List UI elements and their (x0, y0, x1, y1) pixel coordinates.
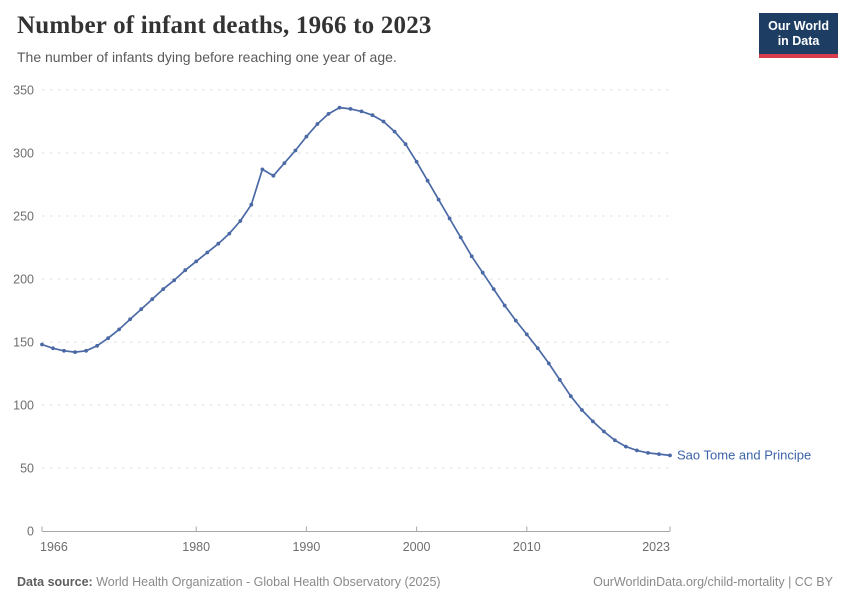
data-point[interactable] (40, 342, 44, 347)
data-source-label: Data source: (17, 575, 93, 589)
data-point[interactable] (150, 297, 155, 302)
y-tick-label: 300 (13, 147, 34, 161)
data-point[interactable] (260, 167, 265, 172)
data-point[interactable] (161, 287, 166, 291)
data-point[interactable] (668, 453, 672, 458)
data-point[interactable] (315, 122, 320, 126)
data-point[interactable] (194, 259, 199, 264)
data-point[interactable] (183, 268, 188, 273)
data-source-text: World Health Organization - Global Healt… (92, 575, 441, 589)
data-point[interactable] (172, 278, 177, 283)
data-point[interactable] (591, 419, 595, 424)
y-tick-label: 350 (13, 84, 34, 98)
x-tick-label: 1990 (292, 540, 320, 554)
data-point[interactable] (602, 429, 606, 434)
data-point[interactable] (139, 307, 144, 312)
data-point[interactable] (447, 216, 452, 221)
data-point[interactable] (403, 142, 408, 147)
x-tick-label: 2023 (642, 540, 670, 554)
data-point[interactable] (359, 109, 364, 114)
data-point[interactable] (293, 148, 298, 153)
data-source: Data source: World Health Organization -… (17, 575, 441, 589)
data-point[interactable] (84, 348, 88, 353)
data-point[interactable] (502, 303, 507, 308)
logo-line1: Our World (768, 19, 829, 33)
data-point[interactable] (613, 438, 617, 443)
data-point[interactable] (524, 332, 529, 337)
data-point[interactable] (425, 178, 430, 183)
chart-subtitle: The number of infants dying before reach… (17, 48, 397, 65)
data-point[interactable] (513, 318, 518, 323)
data-point[interactable] (646, 451, 650, 455)
data-point[interactable] (249, 202, 254, 207)
data-point[interactable] (51, 346, 55, 351)
data-point[interactable] (216, 241, 221, 246)
y-tick-label: 50 (20, 462, 34, 476)
data-point[interactable] (282, 161, 287, 166)
data-point[interactable] (238, 219, 243, 223)
data-point[interactable] (557, 377, 562, 382)
chart-title: Number of infant deaths, 1966 to 2023 (17, 12, 432, 39)
data-point[interactable] (469, 254, 474, 259)
data-point[interactable] (271, 173, 276, 178)
data-point[interactable] (326, 112, 331, 116)
y-tick-label: 250 (13, 210, 34, 224)
data-point[interactable] (381, 119, 386, 124)
data-point[interactable] (62, 348, 66, 353)
series-label[interactable]: Sao Tome and Principe (677, 447, 811, 462)
x-tick-label: 2010 (513, 540, 541, 554)
data-point[interactable] (73, 350, 77, 354)
data-point[interactable] (491, 287, 496, 291)
data-point[interactable] (624, 444, 628, 449)
data-point[interactable] (370, 113, 375, 118)
data-point[interactable] (436, 197, 441, 202)
chart-footer: Data source: World Health Organization -… (17, 575, 833, 589)
data-point[interactable] (304, 134, 309, 139)
data-point[interactable] (205, 250, 210, 255)
y-tick-label: 0 (27, 525, 34, 539)
y-tick-label: 100 (13, 399, 34, 413)
data-point[interactable] (535, 346, 540, 351)
logo-line2: in Data (777, 34, 820, 49)
data-point[interactable] (128, 317, 133, 322)
data-line[interactable] (41, 106, 671, 457)
y-tick-label: 200 (13, 273, 34, 287)
y-tick-label: 150 (13, 336, 34, 350)
owid-logo[interactable]: Our World in Data (759, 13, 838, 58)
data-point[interactable] (95, 343, 99, 348)
data-point[interactable] (480, 270, 485, 275)
data-point[interactable] (348, 107, 353, 111)
data-point[interactable] (635, 448, 639, 453)
data-point[interactable] (227, 231, 232, 236)
owid-link[interactable]: OurWorldinData.org/child-mortality | CC … (593, 575, 833, 589)
data-point[interactable] (580, 408, 584, 412)
data-point[interactable] (106, 336, 110, 341)
data-point[interactable] (568, 394, 573, 399)
data-point[interactable] (392, 129, 397, 134)
data-point[interactable] (458, 235, 463, 240)
data-point[interactable] (546, 361, 551, 366)
data-point[interactable] (657, 452, 661, 456)
x-tick-label: 1980 (182, 540, 210, 554)
data-point[interactable] (117, 327, 121, 332)
data-point[interactable] (414, 159, 419, 164)
data-point[interactable] (337, 105, 342, 110)
x-tick-label: 1966 (40, 540, 68, 554)
x-tick-label: 2000 (403, 540, 431, 554)
chart-header: Number of infant deaths, 1966 to 2023 Th… (17, 12, 755, 65)
